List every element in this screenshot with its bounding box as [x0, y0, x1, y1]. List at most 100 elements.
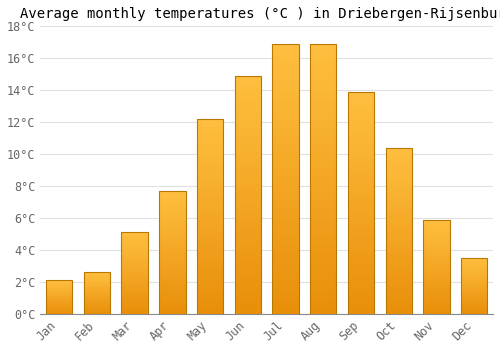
Bar [159, 211, 186, 213]
Bar [424, 219, 450, 222]
Bar [159, 238, 186, 240]
Bar [424, 219, 450, 314]
Bar [272, 254, 299, 260]
Bar [310, 146, 336, 152]
Bar [122, 250, 148, 252]
Bar [197, 252, 224, 255]
Bar [234, 104, 261, 109]
Bar [272, 206, 299, 211]
Bar [234, 109, 261, 114]
Bar [197, 189, 224, 193]
Bar [310, 87, 336, 92]
Bar [424, 238, 450, 240]
Bar [310, 265, 336, 271]
Bar [122, 294, 148, 296]
Bar [348, 101, 374, 105]
Bar [348, 225, 374, 230]
Bar [386, 158, 412, 161]
Bar [461, 280, 487, 281]
Bar [197, 166, 224, 170]
Bar [197, 247, 224, 252]
Bar [310, 163, 336, 168]
Bar [122, 237, 148, 239]
Bar [234, 190, 261, 195]
Bar [122, 239, 148, 240]
Bar [348, 136, 374, 141]
Bar [84, 272, 110, 273]
Bar [197, 212, 224, 216]
Bar [272, 265, 299, 271]
Bar [386, 274, 412, 277]
Bar [386, 188, 412, 191]
Bar [159, 243, 186, 245]
Bar [348, 123, 374, 127]
Bar [122, 272, 148, 273]
Bar [461, 312, 487, 313]
Bar [197, 177, 224, 181]
Bar [197, 244, 224, 247]
Bar [424, 291, 450, 293]
Bar [348, 110, 374, 114]
Bar [386, 228, 412, 231]
Bar [84, 294, 110, 295]
Bar [84, 301, 110, 302]
Bar [348, 292, 374, 296]
Bar [461, 310, 487, 312]
Bar [348, 159, 374, 163]
Bar [424, 271, 450, 272]
Bar [424, 310, 450, 312]
Bar [310, 287, 336, 292]
Bar [272, 298, 299, 303]
Bar [197, 220, 224, 224]
Bar [310, 71, 336, 76]
Bar [234, 195, 261, 199]
Bar [386, 204, 412, 208]
Bar [159, 257, 186, 260]
Bar [159, 265, 186, 267]
Bar [424, 297, 450, 299]
Bar [122, 275, 148, 276]
Bar [122, 245, 148, 247]
Bar [122, 258, 148, 260]
Bar [234, 304, 261, 309]
Bar [310, 254, 336, 260]
Bar [46, 306, 72, 307]
Bar [234, 176, 261, 181]
Bar [46, 283, 72, 284]
Bar [310, 44, 336, 49]
Bar [386, 221, 412, 224]
Bar [122, 268, 148, 270]
Bar [159, 193, 186, 196]
Bar [159, 225, 186, 228]
Bar [159, 208, 186, 211]
Bar [234, 76, 261, 80]
Bar [461, 273, 487, 274]
Bar [461, 300, 487, 302]
Bar [197, 197, 224, 201]
Bar [46, 302, 72, 303]
Bar [461, 262, 487, 264]
Bar [84, 288, 110, 289]
Bar [84, 300, 110, 301]
Bar [348, 167, 374, 172]
Bar [159, 196, 186, 198]
Bar [234, 209, 261, 214]
Bar [234, 204, 261, 209]
Bar [234, 309, 261, 314]
Bar [461, 309, 487, 310]
Bar [234, 228, 261, 233]
Bar [197, 193, 224, 197]
Bar [84, 281, 110, 282]
Bar [272, 168, 299, 174]
Bar [84, 308, 110, 309]
Bar [386, 148, 412, 314]
Bar [386, 184, 412, 188]
Bar [122, 247, 148, 249]
Bar [234, 285, 261, 290]
Bar [310, 98, 336, 103]
Bar [348, 114, 374, 118]
Bar [122, 252, 148, 254]
Bar [461, 269, 487, 270]
Bar [272, 174, 299, 179]
Bar [461, 302, 487, 303]
